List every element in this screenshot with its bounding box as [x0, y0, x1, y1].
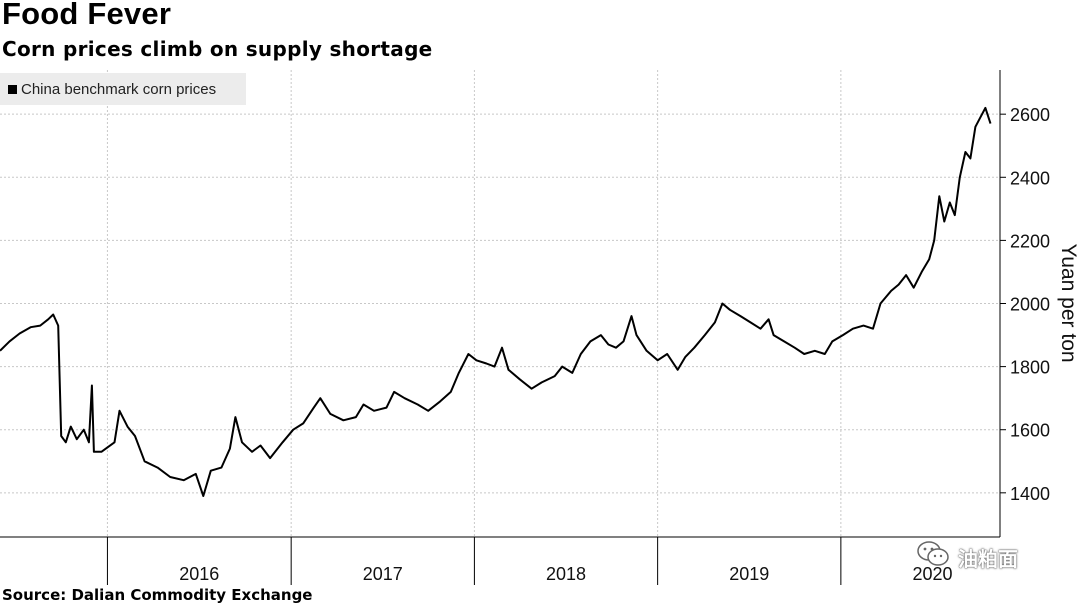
- source-note: Source: Dalian Commodity Exchange: [2, 586, 313, 604]
- y-tick-label: 2600: [1010, 105, 1050, 125]
- y-axis-label: Yuan per ton: [1057, 243, 1080, 362]
- gridlines: [0, 70, 1000, 537]
- y-tick-label: 1800: [1010, 358, 1050, 378]
- axes: [0, 70, 1006, 585]
- legend-swatch: [8, 84, 17, 94]
- y-tick-label: 1400: [1010, 484, 1050, 504]
- chart-title: Food Fever: [2, 0, 172, 31]
- y-tick-label: 2000: [1010, 295, 1050, 315]
- wechat-icon: [916, 540, 950, 574]
- series-layer: [0, 106, 992, 497]
- x-tick-label: 2016: [179, 564, 219, 584]
- y-tick-label: 2400: [1010, 168, 1050, 188]
- x-tick-label: 2020: [912, 564, 952, 584]
- watermark: 油粕面: [916, 540, 1018, 574]
- tick-labels: 1400 1600 1800 2000 2200 2400 2600 2016 2017 2018…: [179, 105, 1080, 584]
- x-tick-label: 2017: [363, 564, 403, 584]
- watermark-text: 油粕面: [958, 548, 1018, 571]
- y-tick-label: 1600: [1010, 421, 1050, 441]
- series-line: [0, 106, 992, 497]
- chart-subtitle: Corn prices climb on supply shortage: [2, 37, 433, 61]
- legend-label: China benchmark corn prices: [21, 80, 217, 98]
- x-tick-label: 2019: [729, 564, 769, 584]
- y-tick-label: 2200: [1010, 231, 1050, 251]
- x-tick-label: 2018: [546, 564, 586, 584]
- legend: China benchmark corn prices: [0, 73, 246, 105]
